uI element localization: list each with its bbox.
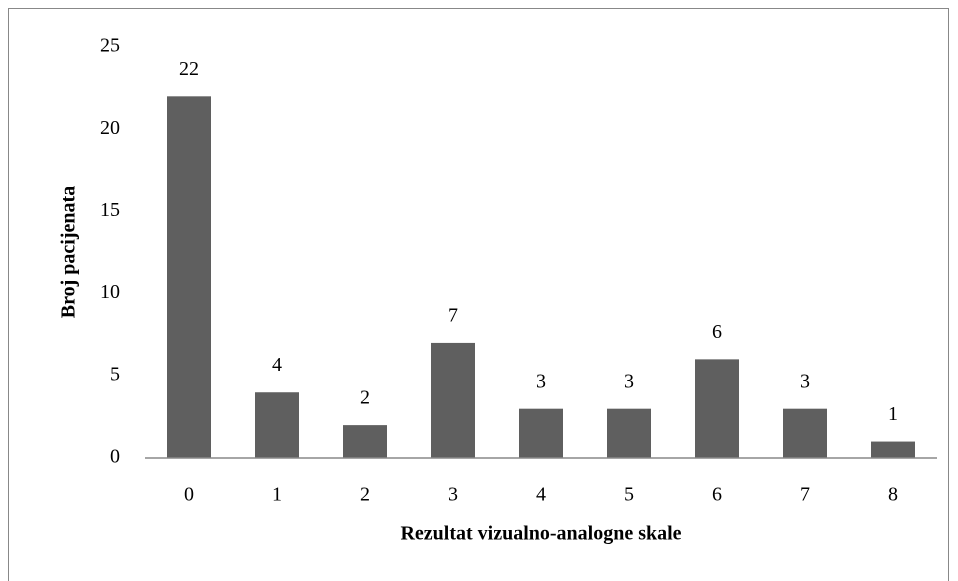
bar xyxy=(255,392,299,458)
x-tick-label: 0 xyxy=(184,484,194,506)
data-label: 6 xyxy=(712,321,722,343)
x-tick-label: 8 xyxy=(888,484,898,506)
y-tick-label: 10 xyxy=(100,281,120,303)
x-tick-label: 5 xyxy=(624,484,634,506)
bar xyxy=(431,342,475,458)
y-tick-label: 25 xyxy=(100,35,120,57)
data-label: 1 xyxy=(888,403,898,425)
x-tick-label: 4 xyxy=(536,484,546,506)
bar xyxy=(783,408,827,458)
data-label: 2 xyxy=(360,387,370,409)
data-label: 3 xyxy=(536,370,546,392)
data-label: 7 xyxy=(448,305,458,327)
bar xyxy=(871,441,915,458)
data-label: 3 xyxy=(624,370,634,392)
bar xyxy=(607,408,651,458)
x-axis-title: Rezultat vizualno-analogne skale xyxy=(400,523,681,545)
data-label: 22 xyxy=(179,58,199,80)
bar xyxy=(695,359,739,458)
x-tick-label: 6 xyxy=(712,484,722,506)
x-tick-label: 3 xyxy=(448,484,458,506)
y-axis-title: Broj pacijenata xyxy=(58,186,80,318)
bar xyxy=(343,425,387,458)
bar xyxy=(519,408,563,458)
frame xyxy=(8,8,949,581)
x-tick-label: 7 xyxy=(800,484,810,506)
y-tick-label: 20 xyxy=(100,117,120,139)
data-label: 4 xyxy=(272,354,282,376)
x-tick-label: 2 xyxy=(360,484,370,506)
bar xyxy=(167,96,211,458)
y-tick-label: 15 xyxy=(100,199,120,221)
y-tick-label: 0 xyxy=(110,446,120,468)
y-tick-label: 5 xyxy=(110,363,120,385)
x-tick-label: 1 xyxy=(272,484,282,506)
data-label: 3 xyxy=(800,370,810,392)
